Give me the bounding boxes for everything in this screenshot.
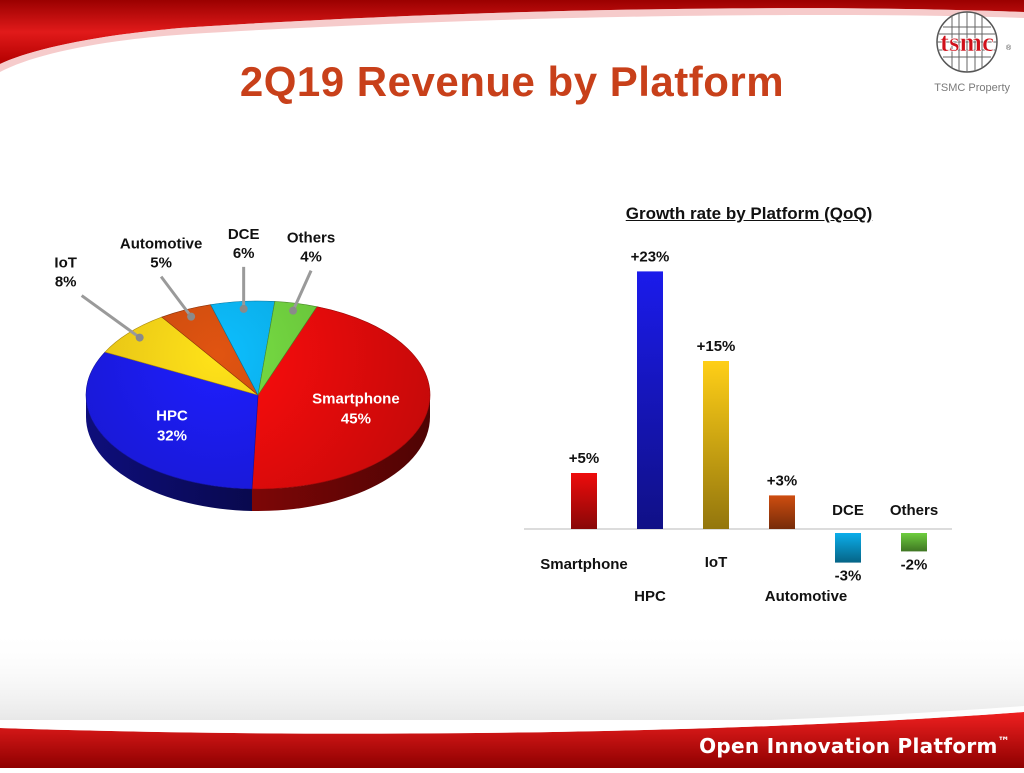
pie-value-others: 4%	[300, 249, 322, 266]
bar-value-others: -2%	[901, 556, 928, 573]
footer-brand-text: Open Innovation Platform	[699, 734, 998, 758]
pie-label-dce: DCE	[228, 226, 260, 243]
bar-value-hpc: +23%	[631, 248, 670, 265]
bar-others	[901, 533, 927, 552]
growth-bar-chart: +5% Smartphone +23% HPC +15% IoT +3% Automotive…	[524, 248, 952, 605]
footer-banner	[0, 712, 1024, 768]
pie-value-smartphone: 45%	[341, 410, 371, 427]
pie-value-dce: 6%	[233, 245, 255, 262]
pie-leader-iot	[80, 294, 141, 339]
pie-label-automotive: Automotive	[120, 236, 203, 253]
bar-category-iot: IoT	[705, 554, 728, 571]
pie-label-others: Others	[287, 230, 335, 247]
bar-value-iot: +15%	[697, 338, 736, 355]
footer-brand: Open Innovation Platform™	[699, 734, 1010, 758]
bar-iot	[703, 361, 729, 529]
pie-value-iot: 8%	[55, 274, 77, 291]
bar-category-smartphone: Smartphone	[540, 556, 628, 573]
footer-trademark: ™	[997, 734, 1010, 749]
slide-title: 2Q19 Revenue by Platform	[239, 58, 785, 105]
pie-side-hpc	[86, 395, 252, 511]
bar-value-smartphone: +5%	[569, 450, 599, 467]
property-label: TSMC Property	[934, 82, 1010, 94]
bar-category-others: Others	[890, 502, 938, 519]
bar-category-dce: DCE	[832, 502, 864, 519]
revenue-pie-chart: Smartphone 45% HPC 32% IoT 8% Automotive 5% DCE 6…	[54, 226, 431, 511]
pie-label-hpc: HPC	[156, 408, 188, 425]
bar-automotive	[769, 495, 795, 529]
pie-leader-dot-dce	[239, 304, 248, 313]
pie-value-automotive: 5%	[150, 255, 172, 272]
pie-leader-others	[291, 270, 313, 312]
pie-leader-dot-automotive	[187, 312, 196, 321]
pie-leader-dot-iot	[135, 333, 144, 342]
bar-category-hpc: HPC	[634, 588, 666, 605]
pie-side-smartphone	[251, 395, 430, 511]
bar-value-dce: -3%	[835, 568, 862, 585]
pie-label-iot: IoT	[54, 255, 77, 272]
pie-leader-automotive	[159, 275, 193, 318]
logo-registered-mark: ®	[1006, 44, 1012, 52]
pie-leader-dot-others	[289, 306, 298, 315]
bar-category-automotive: Automotive	[765, 588, 848, 605]
logo-text: tsmc	[940, 27, 994, 57]
bar-smartphone	[571, 473, 597, 529]
tsmc-logo: tsmc ®	[936, 11, 1012, 73]
bar-value-automotive: +3%	[767, 472, 797, 489]
pie-slice-smartphone	[251, 306, 431, 490]
bar-hpc	[637, 271, 663, 529]
bar-dce	[835, 533, 861, 563]
bar-chart-title: Growth rate by Platform (QoQ)	[625, 204, 873, 223]
pie-value-hpc: 32%	[157, 428, 187, 445]
pie-label-smartphone: Smartphone	[312, 390, 400, 407]
top-banner	[0, 0, 1024, 64]
pie-slice-hpc	[85, 351, 259, 490]
